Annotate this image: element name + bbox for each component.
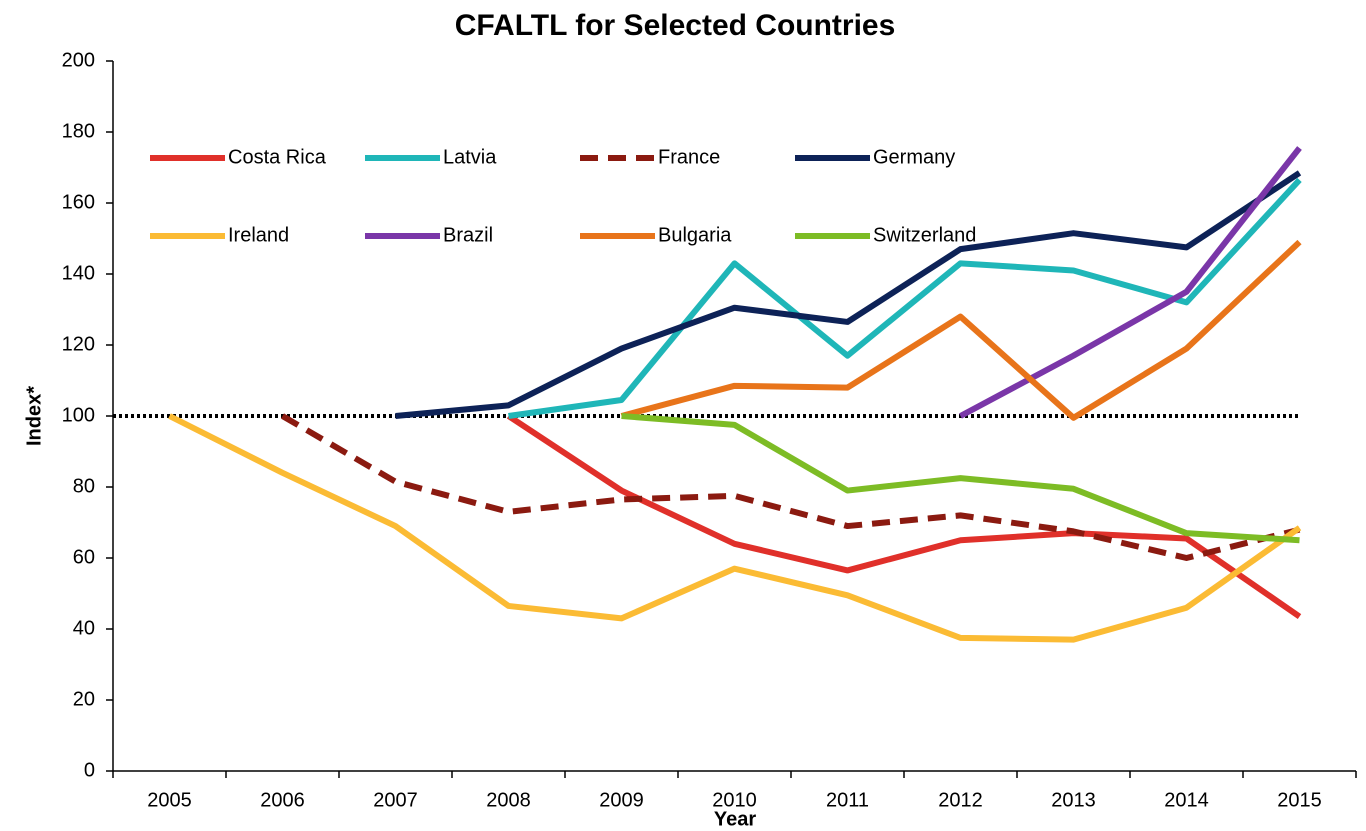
x-tick-label: 2012 (938, 789, 983, 811)
series-line (620, 239, 1302, 421)
legend-label: Ireland (228, 224, 289, 246)
legend-label: Costa Rica (228, 146, 327, 168)
y-tick-label: 80 (73, 475, 95, 497)
legend-label: Bulgaria (658, 224, 732, 246)
y-tick-label: 200 (62, 49, 95, 71)
y-tick-label: 100 (62, 404, 95, 426)
series-line (168, 413, 1302, 643)
legend-label: France (658, 146, 720, 168)
x-tick-label: 2015 (1277, 789, 1322, 811)
x-tick-label: 2011 (826, 789, 869, 811)
x-tick-label: 2014 (1164, 789, 1209, 811)
legend-label: Latvia (443, 146, 497, 168)
x-axis-label: Year (714, 808, 756, 830)
y-tick-label: 40 (73, 617, 95, 639)
y-tick-label: 180 (62, 120, 95, 142)
y-tick-label: 140 (62, 262, 95, 284)
series-line (959, 146, 1302, 419)
y-tick-label: 120 (62, 333, 95, 355)
x-tick-label: 2008 (486, 789, 531, 811)
y-tick-label: 20 (73, 688, 95, 710)
series-line (508, 177, 1302, 419)
legend-label: Germany (873, 146, 955, 168)
x-tick-label: 2006 (260, 789, 305, 811)
y-tick-label: 160 (62, 191, 95, 213)
legend-label: Switzerland (873, 224, 976, 246)
x-tick-label: 2013 (1051, 789, 1096, 811)
x-tick-label: 2010 (712, 789, 757, 811)
chart-title: CFALTL for Selected Countries (455, 9, 896, 42)
y-tick-label: 0 (84, 759, 95, 781)
legend-label: Brazil (443, 224, 493, 246)
x-tick-label: 2007 (373, 789, 418, 811)
series-line (395, 170, 1302, 419)
y-tick-label: 60 (73, 546, 95, 568)
x-tick-label: 2005 (147, 789, 192, 811)
x-tick-label: 2009 (599, 789, 644, 811)
series-line (280, 413, 1301, 561)
series-line (506, 413, 1302, 620)
y-axis-label: Index* (23, 386, 45, 446)
series-line (621, 413, 1300, 544)
